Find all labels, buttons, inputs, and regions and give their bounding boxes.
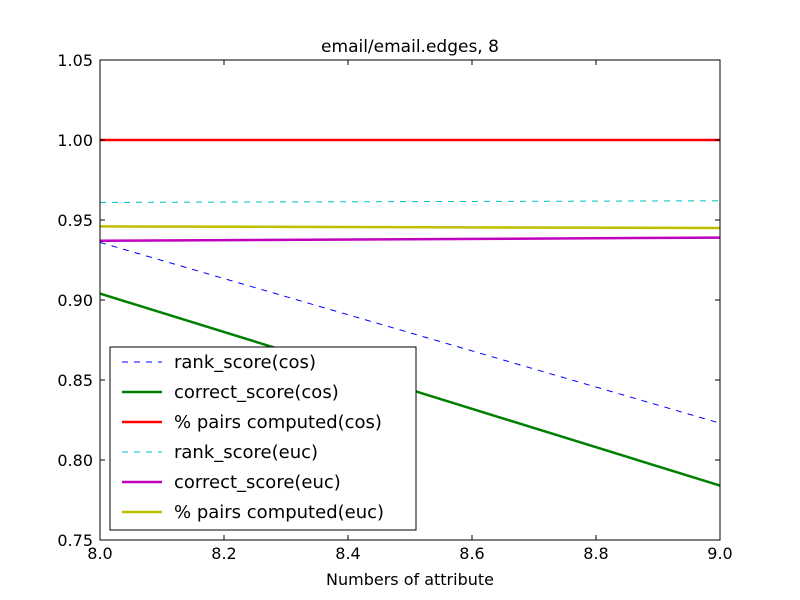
- y-tick-label: 0.95: [57, 211, 93, 230]
- x-tick-label: 8.4: [335, 544, 360, 563]
- y-tick-label: 0.85: [57, 371, 93, 390]
- chart-title: email/email.edges, 8: [321, 37, 499, 57]
- series-line-3: [99, 200, 721, 203]
- x-tick-label: 8.2: [211, 544, 236, 563]
- legend: rank_score(cos) correct_score(cos) % pairs…: [109, 346, 417, 531]
- series-line-5: [99, 225, 721, 230]
- ticks-layer: 8.0 8.2 8.4 8.6 8.8 9.0 0.75 0.80 0.85 0.90 0.95 1.…: [57, 51, 732, 563]
- legend-label-3: rank_score(euc): [174, 442, 318, 463]
- y-tick-label: 0.75: [57, 531, 93, 550]
- legend-label-2: % pairs computed(cos): [174, 412, 382, 433]
- legend-items: rank_score(cos) correct_score(cos) % pairs…: [122, 352, 384, 523]
- y-tick-label: 0.90: [57, 291, 93, 310]
- y-tick-label: 0.80: [57, 451, 93, 470]
- series-line-4: [99, 236, 721, 243]
- x-tick-label: 9.0: [707, 544, 732, 563]
- legend-label-0: rank_score(cos): [174, 352, 316, 373]
- legend-label-4: correct_score(euc): [174, 472, 341, 493]
- y-tick-label: 1.05: [57, 51, 93, 70]
- legend-frame: [109, 346, 417, 531]
- x-tick-label: 8.0: [87, 544, 112, 563]
- legend-label-5: % pairs computed(euc): [174, 502, 384, 523]
- x-axis-label: Numbers of attribute: [326, 570, 494, 589]
- y-tick-label: 1.00: [57, 131, 93, 150]
- x-tick-label: 8.6: [459, 544, 484, 563]
- legend-label-1: correct_score(cos): [174, 382, 339, 403]
- x-tick-label: 8.8: [583, 544, 608, 563]
